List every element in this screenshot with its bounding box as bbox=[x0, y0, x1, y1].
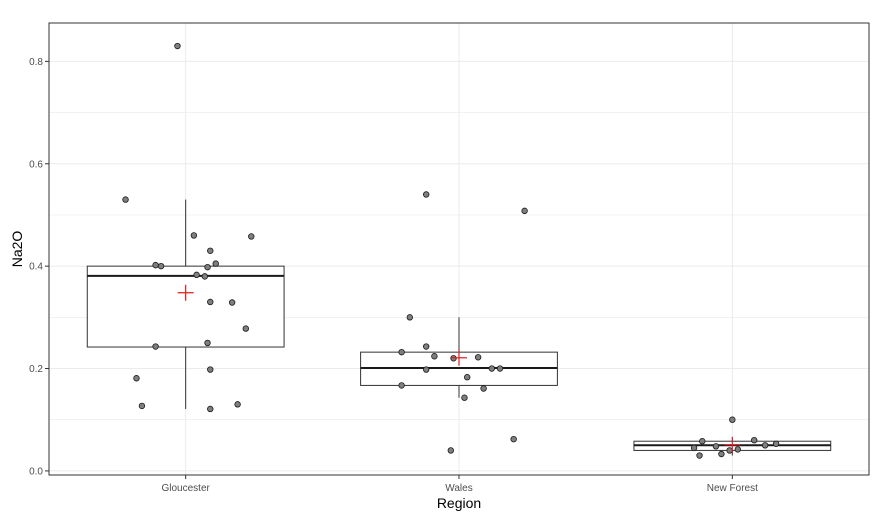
data-point bbox=[772, 440, 780, 447]
box-iqr bbox=[86, 265, 285, 348]
data-point bbox=[690, 444, 698, 452]
data-point bbox=[207, 405, 214, 413]
data-point bbox=[157, 262, 165, 270]
data-point bbox=[423, 343, 430, 350]
data-point bbox=[398, 382, 405, 389]
data-point bbox=[480, 385, 487, 392]
data-point bbox=[228, 299, 236, 306]
data-point bbox=[423, 366, 430, 373]
data-point bbox=[201, 273, 208, 280]
y-tick-label: 0.4 bbox=[29, 262, 43, 273]
data-point bbox=[464, 374, 471, 381]
data-point bbox=[474, 354, 482, 361]
data-point bbox=[122, 196, 129, 203]
data-point bbox=[406, 314, 413, 321]
data-point bbox=[718, 450, 725, 458]
x-tick-label: Gloucester bbox=[161, 483, 210, 494]
data-point bbox=[234, 401, 241, 408]
data-point bbox=[152, 343, 159, 350]
data-point bbox=[242, 325, 249, 332]
data-point bbox=[496, 365, 504, 372]
data-point bbox=[204, 339, 211, 347]
data-point bbox=[734, 446, 741, 453]
x-axis-title: Region bbox=[437, 495, 481, 511]
data-point bbox=[699, 438, 706, 445]
y-tick-label: 0.0 bbox=[29, 466, 43, 477]
data-point bbox=[461, 394, 468, 401]
data-point bbox=[729, 416, 736, 423]
data-point bbox=[212, 260, 219, 267]
data-point bbox=[207, 366, 214, 373]
data-point bbox=[248, 233, 255, 240]
data-point bbox=[761, 442, 769, 449]
axis-layer: 0.0 0.2 0.4 0.6 0.8 Gloucester Wales New Forest bbox=[29, 57, 758, 494]
data-point bbox=[447, 447, 454, 454]
y-tick-label: 0.2 bbox=[29, 364, 43, 375]
y-tick-label: 0.8 bbox=[29, 57, 43, 68]
data-point bbox=[398, 348, 405, 356]
x-tick-label: New Forest bbox=[707, 483, 758, 494]
y-tick-label: 0.6 bbox=[29, 159, 43, 170]
data-point bbox=[193, 271, 200, 279]
data-point bbox=[696, 452, 703, 459]
data-point bbox=[133, 375, 140, 382]
point-layer bbox=[122, 42, 780, 459]
x-tick-label: Wales bbox=[445, 483, 472, 494]
mean-layer bbox=[177, 284, 741, 453]
data-point bbox=[431, 353, 438, 360]
data-point bbox=[521, 207, 528, 215]
data-point bbox=[726, 447, 733, 454]
data-point bbox=[751, 436, 758, 444]
data-point bbox=[204, 263, 211, 271]
data-point bbox=[190, 232, 198, 239]
data-point bbox=[712, 443, 720, 450]
data-point bbox=[207, 298, 214, 306]
box-layer bbox=[86, 199, 832, 456]
data-point bbox=[152, 261, 159, 269]
data-point bbox=[488, 365, 495, 372]
data-point bbox=[207, 247, 214, 254]
data-point bbox=[510, 435, 517, 443]
y-axis-title: Na2O bbox=[9, 231, 25, 268]
data-point bbox=[174, 42, 181, 50]
data-point bbox=[423, 191, 430, 198]
data-point bbox=[138, 402, 146, 410]
